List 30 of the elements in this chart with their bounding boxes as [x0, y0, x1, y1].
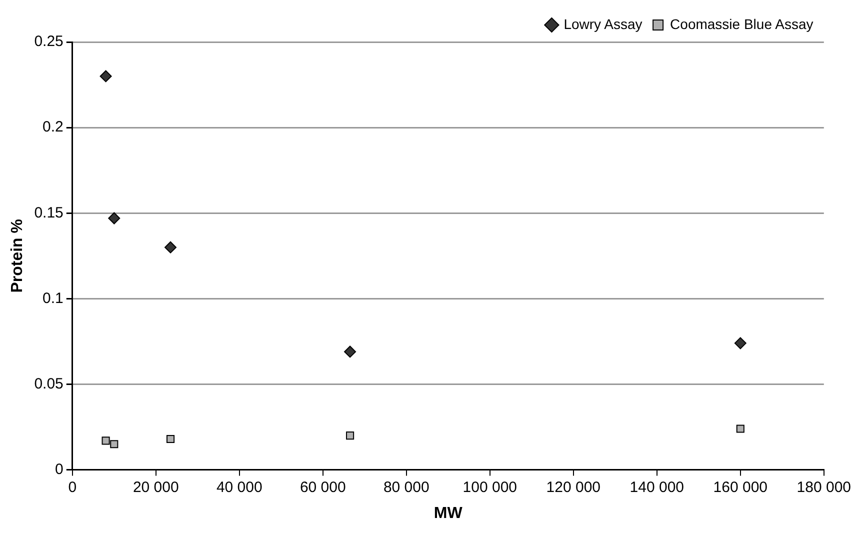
- point: [346, 432, 354, 440]
- x-tick-label: 40 000: [216, 478, 262, 496]
- x-tick-label: 120 000: [546, 478, 601, 496]
- point: [108, 212, 120, 224]
- x-tick-label: 60 000: [300, 478, 346, 496]
- y-tick-label: 0.25: [34, 33, 64, 50]
- x-tick-label: 0: [68, 478, 77, 496]
- point: [102, 436, 110, 445]
- point: [164, 241, 177, 254]
- x-tick-label: 160 000: [713, 478, 768, 496]
- x-tick-label: 80 000: [383, 478, 430, 496]
- x-tick-label: 100 000: [462, 478, 518, 496]
- y-tick-label: 0.15: [34, 204, 64, 222]
- point: [166, 434, 175, 444]
- y-tick-label: 0.2: [42, 118, 64, 136]
- x-axis-title: MW: [434, 504, 464, 522]
- x-tick-label: 20 000: [132, 478, 179, 496]
- x-tick-label: 140 000: [630, 478, 684, 496]
- y-tick-label: 0.1: [42, 290, 64, 307]
- y-axis-title: Protein %: [9, 219, 26, 293]
- point: [100, 70, 112, 82]
- point: [110, 440, 118, 448]
- legend-label: Coomassie Blue Assay: [670, 16, 814, 32]
- x-tick-label: 180 000: [796, 478, 852, 496]
- point: [734, 337, 746, 350]
- y-tick-label: 0.05: [34, 375, 64, 392]
- point: [736, 424, 744, 433]
- y-tick-label: 0: [55, 460, 64, 478]
- point: [344, 346, 356, 358]
- legend-label: Lowry Assay: [564, 16, 642, 32]
